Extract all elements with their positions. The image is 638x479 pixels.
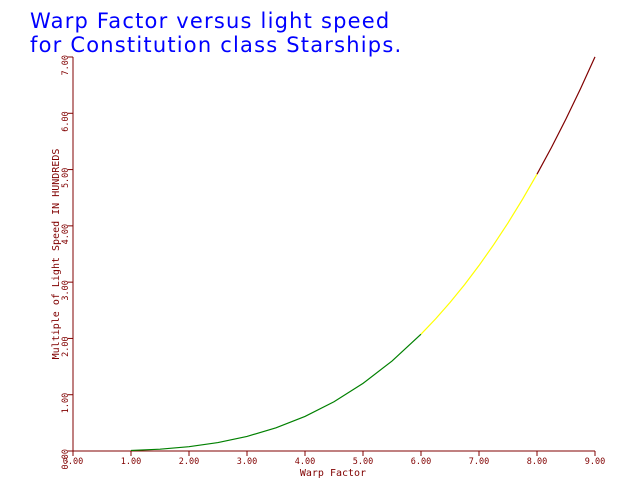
x-tick-label: 8.00: [527, 457, 547, 467]
x-axis-ticks: 0.00 1.00 2.00 3.00 4.00 5.00 6.00 7.00 8.00 9.00: [63, 451, 605, 467]
curve-series: [130, 56, 596, 452]
curve-segment-2: [420, 173, 538, 335]
y-tick-label: 2.00: [61, 336, 71, 356]
curve-segment-3: [536, 56, 596, 175]
x-axis-label: Warp Factor: [300, 468, 366, 479]
x-tick-label: 0.00: [63, 457, 83, 467]
y-axis-ticks: 0.00 1.00 2.00 3.00 4.00 5.00 6.00 7.00: [61, 55, 73, 469]
x-tick-label: 3.00: [237, 457, 257, 467]
x-tick-label: 9.00: [585, 457, 605, 467]
y-tick-label: 4.00: [61, 224, 71, 244]
y-axis-label: Multiple of Light Speed IN HUNDREDS: [51, 149, 62, 360]
y-tick-label: 6.00: [61, 111, 71, 131]
y-tick-label: 0.00: [61, 449, 71, 469]
y-tick-label: 1.00: [61, 393, 71, 413]
x-tick-label: 7.00: [469, 457, 489, 467]
y-tick-label: 3.00: [61, 280, 71, 300]
x-tick-label: 2.00: [179, 457, 199, 467]
y-tick-label: 7.00: [61, 55, 71, 75]
chart-title-line-2: for Constitution class Starships.: [30, 33, 402, 57]
x-tick-label: 4.00: [295, 457, 315, 467]
y-tick-label: 5.00: [61, 168, 71, 188]
x-tick-label: 1.00: [121, 457, 141, 467]
chart-title-line-1: Warp Factor versus light speed: [30, 9, 390, 33]
x-tick-label: 6.00: [411, 457, 431, 467]
x-tick-label: 5.00: [353, 457, 373, 467]
curve-segment-1: [130, 333, 422, 452]
